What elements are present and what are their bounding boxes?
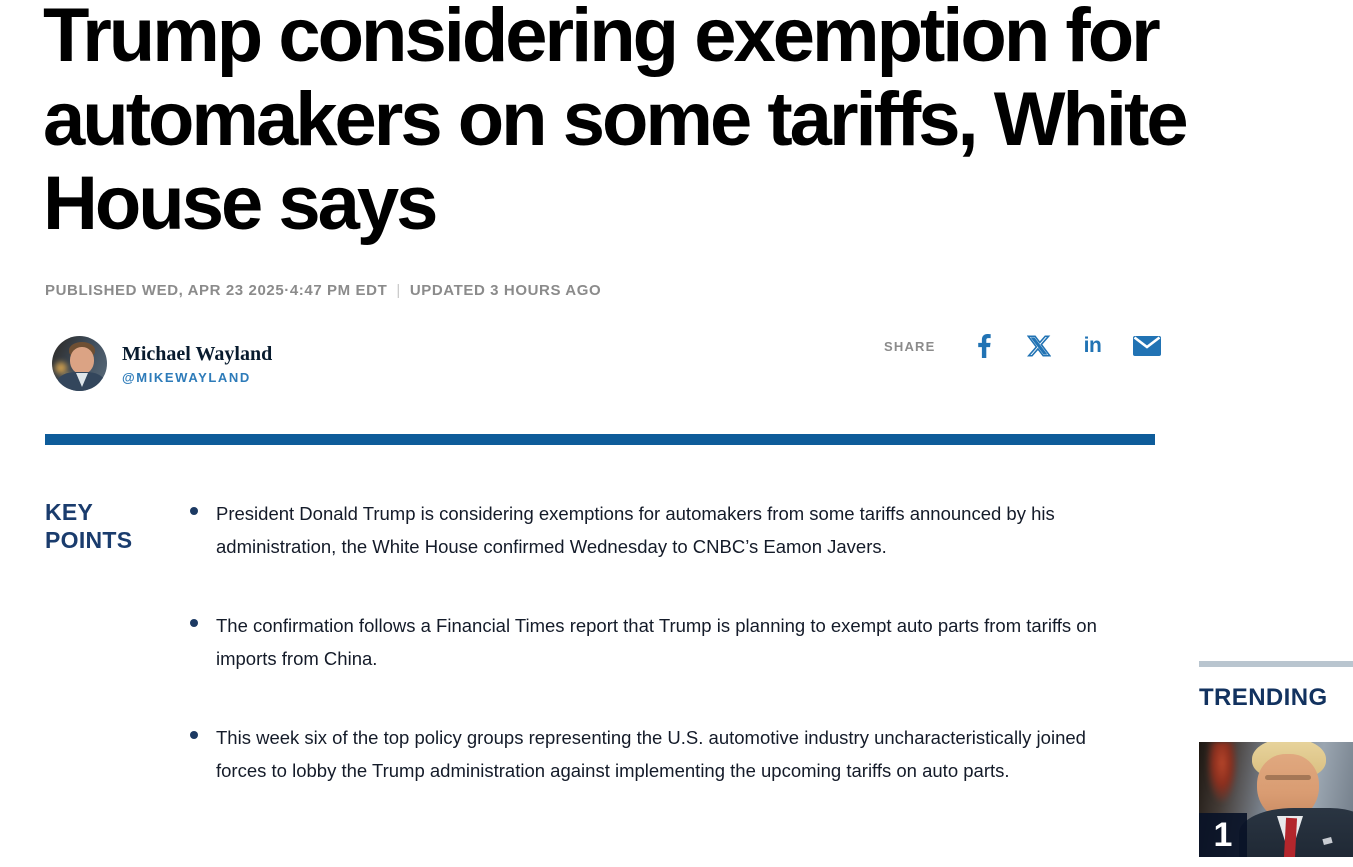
article-headline: Trump considering exemption for automake… <box>43 0 1189 246</box>
key-point-text: The confirmation follows a Financial Tim… <box>216 615 1097 669</box>
author-name-link[interactable]: Michael Wayland <box>122 342 273 365</box>
updated-timestamp: UPDATED 3 HOURS AGO <box>409 282 602 299</box>
trending-item-thumbnail[interactable]: 1 <box>1199 742 1353 857</box>
key-point-text: This week six of the top policy groups r… <box>216 727 1086 781</box>
thumbnail-photo-detail <box>1265 775 1311 780</box>
facebook-share-icon[interactable] <box>970 333 1000 359</box>
share-label: SHARE <box>884 338 936 354</box>
email-share-icon[interactable] <box>1132 333 1162 359</box>
trending-heading: TRENDING <box>1199 684 1328 711</box>
key-points-list: President Donald Trump is considering ex… <box>190 498 1135 834</box>
author-texts: Michael Wayland @MIKEWAYLAND <box>122 343 272 385</box>
avatar-photo-detail <box>55 362 67 374</box>
share-bar: SHARE in <box>884 330 1186 362</box>
bullet-dot-icon <box>190 731 198 739</box>
avatar-photo-detail <box>70 347 94 374</box>
trending-accent-bar <box>1199 661 1353 667</box>
key-point-item: President Donald Trump is considering ex… <box>190 498 1135 563</box>
published-timestamp: PUBLISHED WED, APR 23 2025·4:47 PM EDT <box>45 282 388 299</box>
thumbnail-photo-detail <box>1207 742 1237 802</box>
author-avatar[interactable] <box>52 336 107 391</box>
trending-rank-badge: 1 <box>1199 813 1247 857</box>
trending-sidebar: TRENDING 1 <box>1199 661 1353 857</box>
key-point-item: This week six of the top policy groups r… <box>190 722 1135 787</box>
key-point-item: The confirmation follows a Financial Tim… <box>190 610 1135 675</box>
section-divider-bar <box>45 434 1155 445</box>
timestamp-separator: | <box>396 282 401 299</box>
author-block: Michael Wayland @MIKEWAYLAND <box>52 336 272 391</box>
bullet-dot-icon <box>190 619 198 627</box>
key-point-text: President Donald Trump is considering ex… <box>216 503 1055 557</box>
thumbnail-photo-detail <box>1283 817 1298 857</box>
linkedin-share-icon[interactable]: in <box>1083 334 1102 357</box>
bullet-dot-icon <box>190 507 198 515</box>
author-handle-link[interactable]: @MIKEWAYLAND <box>122 369 251 385</box>
published-row: PUBLISHED WED, APR 23 2025·4:47 PM EDT | U… <box>45 282 601 299</box>
key-points-label: KEY POINTS <box>45 499 133 553</box>
x-twitter-share-icon[interactable] <box>1024 333 1054 359</box>
